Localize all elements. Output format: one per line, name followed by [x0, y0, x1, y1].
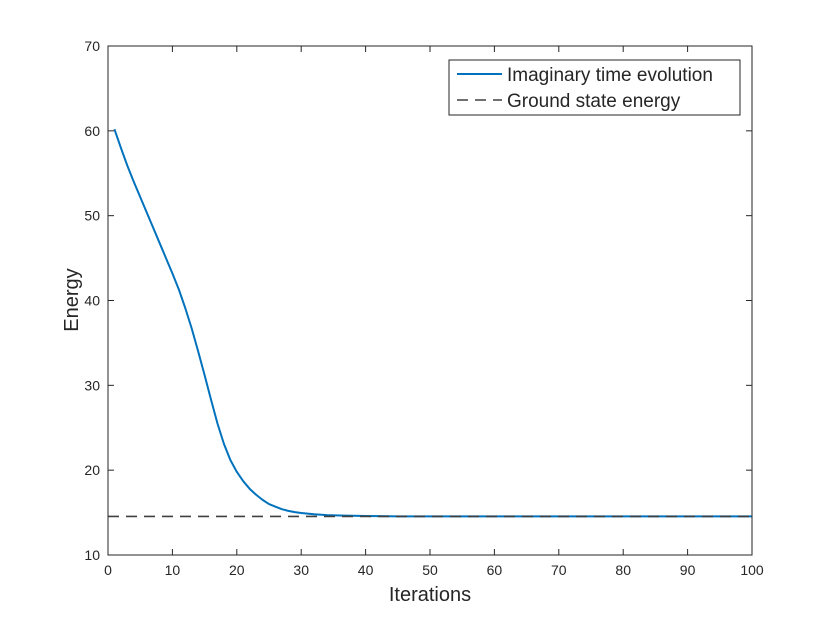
y-tick-label: 60	[84, 123, 100, 139]
x-tick-label: 20	[229, 562, 245, 578]
y-tick-label: 50	[84, 208, 100, 224]
y-tick-label: 70	[84, 38, 100, 54]
y-tick-label: 10	[84, 547, 100, 563]
x-tick-label: 10	[165, 562, 181, 578]
plot-area	[108, 46, 752, 555]
y-axis-label: Energy	[61, 268, 83, 331]
y-tick-label: 30	[84, 377, 100, 393]
legend-label-ground-state-energy: Ground state energy	[507, 91, 681, 112]
x-tick-label: 30	[293, 562, 309, 578]
legend-label-imaginary-time-evolution: Imaginary time evolution	[507, 65, 713, 86]
y-tick-label: 20	[84, 462, 100, 478]
legend: Imaginary time evolution Ground state en…	[448, 59, 741, 116]
series-layer	[108, 128, 752, 518]
x-tick-label: 80	[615, 562, 631, 578]
x-tick-label: 0	[104, 562, 112, 578]
legend-box	[448, 59, 741, 116]
x-tick-label: 50	[422, 562, 438, 578]
x-tick-label: 100	[740, 562, 764, 578]
x-tick-label: 40	[358, 562, 374, 578]
x-tick-label: 60	[487, 562, 503, 578]
x-axis-label: Iterations	[389, 584, 471, 606]
x-tick-label: 70	[551, 562, 567, 578]
y-tick-label: 40	[84, 293, 100, 309]
x-tick-label: 90	[680, 562, 696, 578]
